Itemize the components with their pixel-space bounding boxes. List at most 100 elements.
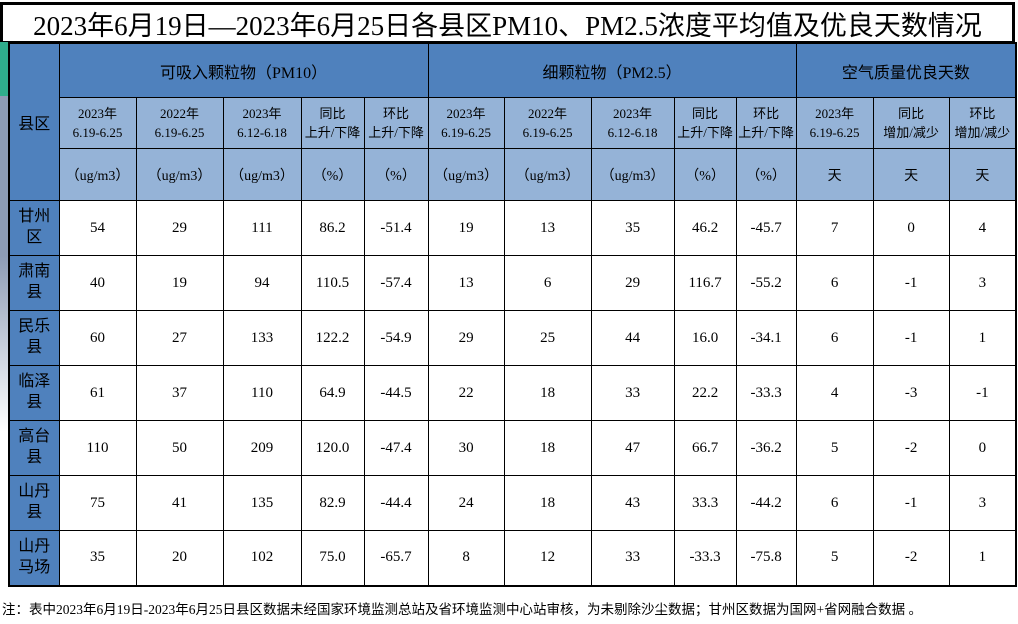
- data-cell: 133: [222, 310, 302, 366]
- data-cell: 5: [795, 530, 874, 586]
- left-accent-strip-green: [0, 42, 8, 96]
- group-header-pm25: 细颗粒物（PM2.5）: [427, 42, 797, 98]
- data-cell: 47: [590, 420, 675, 476]
- data-cell: -51.4: [363, 200, 429, 256]
- data-cell: 8: [427, 530, 505, 586]
- data-cell: 29: [135, 200, 224, 256]
- data-cell: -2: [872, 530, 950, 586]
- col-header: 2023年 6.19-6.25: [427, 97, 505, 149]
- page-title: 2023年6月19日—2023年6月25日各县区PM10、PM2.5浓度平均值及…: [33, 10, 982, 41]
- data-cell: 18: [503, 365, 592, 421]
- unit-cell: （%）: [673, 148, 737, 201]
- unit-cell: （%）: [735, 148, 797, 201]
- data-cell: 24: [427, 475, 505, 531]
- county-label: 民乐县: [8, 310, 60, 366]
- left-accent-strip-gray: [0, 96, 8, 256]
- data-cell: 19: [427, 200, 505, 256]
- col-header: 2023年 6.19-6.25: [795, 97, 874, 149]
- data-cell: -65.7: [363, 530, 429, 586]
- unit-cell: 天: [795, 148, 874, 201]
- data-cell: 3: [948, 255, 1017, 311]
- data-cell: 94: [222, 255, 302, 311]
- data-cell: -57.4: [363, 255, 429, 311]
- col-header: 同比 上升/下降: [673, 97, 737, 149]
- data-cell: 19: [135, 255, 224, 311]
- data-cell: 66.7: [673, 420, 737, 476]
- data-cell: -47.4: [363, 420, 429, 476]
- data-cell: 44: [590, 310, 675, 366]
- data-cell: 18: [503, 475, 592, 531]
- data-cell: -44.4: [363, 475, 429, 531]
- data-cell: 46.2: [673, 200, 737, 256]
- data-cell: 22.2: [673, 365, 737, 421]
- corner-header-cell: 县区: [8, 42, 60, 201]
- data-cell: 12: [503, 530, 592, 586]
- group-header-row: 县区 可吸入颗粒物（PM10） 细颗粒物（PM2.5） 空气质量优良天数: [8, 42, 1017, 201]
- data-cell: -1: [872, 255, 950, 311]
- col-header: 环比 增加/减少: [948, 97, 1017, 149]
- data-cell: 40: [58, 255, 137, 311]
- data-cell: 50: [135, 420, 224, 476]
- table-row: 民乐县 60 27 133 122.2 -54.9 29 25 44 16.0 -34.1 6 -1 1: [8, 310, 1017, 366]
- table-row: 甘州区 54 29 111 86.2 -51.4 19 13 35 46.2 -45.7 7 0 4: [8, 200, 1017, 256]
- unit-cell: （ug/m3）: [135, 148, 224, 201]
- data-cell: 82.9: [300, 475, 365, 531]
- data-cell: -1: [872, 310, 950, 366]
- data-cell: 54: [58, 200, 137, 256]
- col-header: 环比 上升/下降: [363, 97, 429, 149]
- data-cell: 4: [795, 365, 874, 421]
- data-cell: 1: [948, 310, 1017, 366]
- data-cell: 64.9: [300, 365, 365, 421]
- data-cell: 30: [427, 420, 505, 476]
- data-cell: 25: [503, 310, 592, 366]
- data-cell: 0: [948, 420, 1017, 476]
- data-cell: 110.5: [300, 255, 365, 311]
- county-label: 甘州区: [8, 200, 60, 256]
- unit-header-row: （ug/m3） （ug/m3） （ug/m3） （%） （%） （ug/m3） …: [9, 148, 1017, 201]
- col-header: 环比 上升/下降: [735, 97, 797, 149]
- col-header: 2023年 6.12-6.18: [222, 97, 302, 149]
- table-header: 县区 可吸入颗粒物（PM10） 细颗粒物（PM2.5） 空气质量优良天数 202…: [8, 42, 1017, 201]
- data-cell: 20: [135, 530, 224, 586]
- data-cell: -55.2: [735, 255, 797, 311]
- data-cell: 6: [795, 310, 874, 366]
- data-cell: 22: [427, 365, 505, 421]
- data-cell: 13: [503, 200, 592, 256]
- data-cell: -3: [872, 365, 950, 421]
- sub-header-row: 2023年 6.19-6.25 2022年 6.19-6.25 2023年 6.…: [9, 97, 1017, 149]
- col-header: 2022年 6.19-6.25: [135, 97, 224, 149]
- table-row: 高台县 110 50 209 120.0 -47.4 30 18 47 66.7 -36.2 5 -2 0: [8, 420, 1017, 476]
- unit-cell: （%）: [300, 148, 365, 201]
- data-cell: 75.0: [300, 530, 365, 586]
- col-header: 2023年 6.12-6.18: [590, 97, 675, 149]
- data-cell: 86.2: [300, 200, 365, 256]
- unit-cell: 天: [948, 148, 1017, 201]
- data-cell: 27: [135, 310, 224, 366]
- data-cell: 37: [135, 365, 224, 421]
- group-header-pm10: 可吸入颗粒物（PM10）: [58, 42, 429, 98]
- data-cell: -44.2: [735, 475, 797, 531]
- unit-cell: （ug/m3）: [58, 148, 137, 201]
- data-cell: -34.1: [735, 310, 797, 366]
- col-header: 2023年 6.19-6.25: [58, 97, 137, 149]
- data-cell: 60: [58, 310, 137, 366]
- col-header: 2022年 6.19-6.25: [503, 97, 592, 149]
- data-cell: 122.2: [300, 310, 365, 366]
- data-cell: 43: [590, 475, 675, 531]
- data-cell: 5: [795, 420, 874, 476]
- data-cell: 29: [427, 310, 505, 366]
- data-cell: 33: [590, 530, 675, 586]
- data-cell: 135: [222, 475, 302, 531]
- data-cell: -44.5: [363, 365, 429, 421]
- col-header: 同比 上升/下降: [300, 97, 365, 149]
- table-row: 山丹县 75 41 135 82.9 -44.4 24 18 43 33.3 -44.2 6 -1 3: [8, 475, 1017, 531]
- data-cell: 6: [503, 255, 592, 311]
- county-label: 肃南县: [8, 255, 60, 311]
- data-cell: 3: [948, 475, 1017, 531]
- data-cell: 6: [795, 255, 874, 311]
- left-accent-strip-fade: [0, 256, 8, 432]
- col-header: 同比 增加/减少: [872, 97, 950, 149]
- county-label: 山丹马场: [8, 530, 60, 586]
- data-cell: -33.3: [735, 365, 797, 421]
- report-title-box: 2023年6月19日—2023年6月25日各县区PM10、PM2.5浓度平均值及…: [0, 2, 1015, 44]
